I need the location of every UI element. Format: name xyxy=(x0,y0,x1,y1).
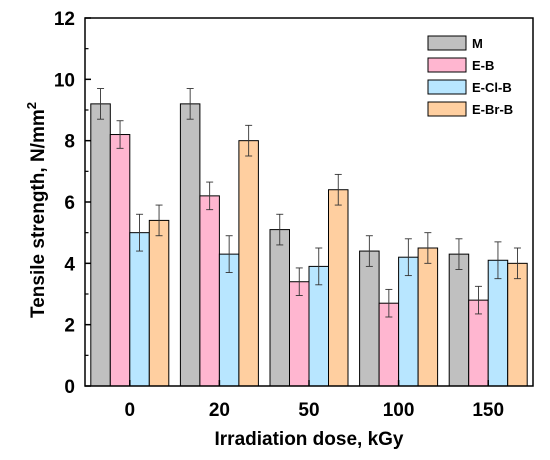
legend-label-e-b: E-B xyxy=(472,58,494,73)
bar-e-b-20 xyxy=(199,195,220,387)
y-tick-label: 4 xyxy=(64,254,75,275)
legend: M E-B E-Cl-B E-Br-B xyxy=(420,27,525,123)
bar-e-br-b-20 xyxy=(238,140,259,387)
x-tick-label: 150 xyxy=(472,400,504,421)
bar-e-b-0 xyxy=(109,134,131,387)
legend-swatch-m xyxy=(427,35,467,51)
bar-e-cl-b-100 xyxy=(398,256,419,387)
x-tick-label: 50 xyxy=(298,400,319,421)
legend-label-m: M xyxy=(472,36,483,51)
bar-e-cl-b-20 xyxy=(218,253,240,387)
y-tick-label: 6 xyxy=(64,193,75,214)
error-bar-e-br-b-100 xyxy=(424,232,432,264)
error-bar-e-br-b-50 xyxy=(334,173,342,206)
bar-e-b-50 xyxy=(289,281,310,387)
error-bar-e-b-0 xyxy=(116,120,124,149)
error-bar-e-b-20 xyxy=(206,181,214,211)
y-tick-label: 10 xyxy=(54,70,75,91)
y-axis-title: Tensile strength, N/mm2 xyxy=(24,102,49,318)
error-bar-e-cl-b-20 xyxy=(225,235,233,273)
bar-m-100 xyxy=(359,250,380,387)
legend-swatch-e-br-b xyxy=(427,101,467,117)
bar-e-br-b-50 xyxy=(328,189,349,387)
y-axis-title-text: Tensile strength, N/mm xyxy=(28,109,49,318)
y-axis-title-superscript: 2 xyxy=(24,102,39,109)
bar-e-br-b-150 xyxy=(507,262,528,387)
error-bar-e-cl-b-100 xyxy=(404,238,412,277)
error-bar-e-b-50 xyxy=(295,267,303,296)
error-bar-m-0 xyxy=(97,88,105,120)
error-bars-layer xyxy=(97,88,521,318)
legend-label-e-cl-b: E-Cl-B xyxy=(472,80,512,95)
bar-e-br-b-0 xyxy=(148,219,170,387)
x-tick-label: 0 xyxy=(125,400,136,421)
y-tick-label: 0 xyxy=(64,377,75,398)
bar-m-50 xyxy=(269,229,290,387)
x-axis: 0 20 50 100 150 xyxy=(125,380,504,421)
error-bar-m-50 xyxy=(276,213,284,246)
error-bar-m-20 xyxy=(186,88,194,120)
bar-m-150 xyxy=(448,253,470,387)
y-tick-label: 8 xyxy=(64,132,75,153)
y-axis: 0 2 4 6 8 10 12 xyxy=(54,9,91,398)
error-bar-e-cl-b-0 xyxy=(136,213,144,252)
error-bar-e-b-100 xyxy=(385,288,393,318)
x-axis-title: Irradiation dose, kGy xyxy=(215,429,404,450)
x-tick-label: 20 xyxy=(209,400,230,421)
bar-e-cl-b-0 xyxy=(129,232,150,387)
error-bar-e-cl-b-150 xyxy=(494,241,502,280)
bar-e-br-b-100 xyxy=(417,247,439,387)
legend-swatch-e-b xyxy=(427,57,467,73)
y-tick-label: 12 xyxy=(54,9,75,30)
bar-m-0 xyxy=(90,103,111,387)
bar-e-cl-b-150 xyxy=(487,259,509,387)
error-bar-e-b-150 xyxy=(474,285,482,315)
bar-m-20 xyxy=(179,103,201,387)
legend-label-e-br-b: E-Br-B xyxy=(472,102,513,117)
error-bar-e-br-b-0 xyxy=(155,204,163,237)
error-bar-e-cl-b-50 xyxy=(315,247,323,286)
bars-layer xyxy=(90,103,528,387)
error-bar-e-br-b-150 xyxy=(513,247,521,280)
error-bar-e-br-b-20 xyxy=(245,124,253,157)
x-tick-label: 100 xyxy=(383,400,415,421)
y-tick-label: 2 xyxy=(64,316,75,337)
legend-swatch-e-cl-b xyxy=(427,79,467,95)
error-bar-m-100 xyxy=(365,235,373,267)
error-bar-m-150 xyxy=(455,238,463,270)
